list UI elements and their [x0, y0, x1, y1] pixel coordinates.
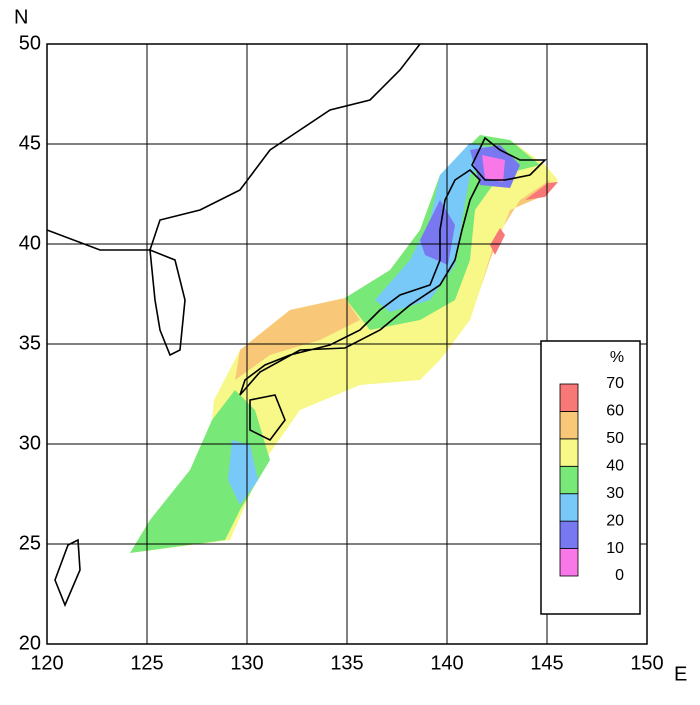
- x-tick-label: 150: [630, 652, 663, 674]
- coastline: [54, 538, 81, 608]
- legend-title: %: [610, 349, 624, 366]
- coastlines: [46, 43, 547, 608]
- legend-swatch: [559, 383, 579, 412]
- x-tick-label: 135: [330, 652, 363, 674]
- y-tick-label: 30: [19, 432, 41, 454]
- region-10-20: [420, 200, 455, 265]
- y-tick-label: 35: [19, 332, 41, 354]
- legend-label: 70: [606, 375, 624, 392]
- legend-label: 40: [606, 458, 624, 475]
- x-tick-label: 140: [430, 652, 463, 674]
- y-tick-label: 25: [19, 532, 41, 554]
- legend-swatch: [559, 493, 579, 522]
- x-axis-label: E: [674, 663, 687, 685]
- x-tick-label: 125: [130, 652, 163, 674]
- y-tick-label: 20: [19, 632, 41, 654]
- coastline: [249, 394, 286, 442]
- x-tick-label: 130: [230, 652, 263, 674]
- region-60-70: [525, 182, 558, 200]
- legend-box: [540, 340, 641, 615]
- legend-label: 60: [606, 403, 624, 420]
- y-tick-label: 40: [19, 232, 41, 254]
- region-50-60: [235, 298, 360, 380]
- legend-label: 0: [615, 567, 624, 584]
- x-tick-label: 145: [530, 652, 563, 674]
- legend-swatch: [559, 411, 579, 440]
- region-20-30: [228, 440, 258, 505]
- legend-label: 10: [606, 540, 624, 557]
- legend-swatch: [559, 465, 579, 495]
- legend-label: 20: [606, 512, 624, 529]
- y-tick-label: 50: [19, 32, 41, 54]
- plot-frame: [46, 43, 648, 645]
- region-60-70: [490, 228, 505, 255]
- coastline: [46, 43, 421, 251]
- legend-label: 50: [606, 430, 624, 447]
- y-axis-label: N: [14, 6, 28, 28]
- coastline: [149, 248, 186, 357]
- y-tick-label: 45: [19, 132, 41, 154]
- coastline: [239, 168, 481, 396]
- coastline: [471, 136, 547, 181]
- legend-swatch: [559, 548, 579, 577]
- x-tick-label: 120: [30, 652, 63, 674]
- region-0-10: [482, 155, 505, 182]
- legend-swatch: [559, 438, 579, 467]
- legend-label: 30: [606, 485, 624, 502]
- region-30-40: [130, 390, 270, 553]
- legend-swatch: [559, 520, 579, 549]
